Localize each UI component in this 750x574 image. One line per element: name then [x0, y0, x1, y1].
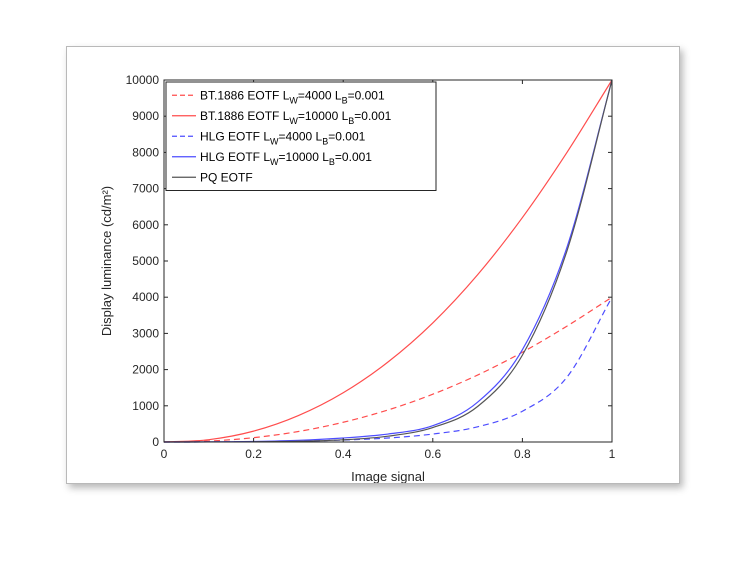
y-axis-title: Display luminance (cd/m²) — [99, 186, 114, 336]
series-line-2 — [163, 79, 613, 443]
legend-box — [165, 81, 437, 191]
y-tick-label: 3000 — [132, 326, 159, 340]
figure-frame: 0 0.2 0.4 0.6 0.8 1 0 1000 2000 3000 4000 5000 6000 7… — [66, 46, 680, 484]
x-tick-label: 1 — [609, 447, 616, 461]
chart: 0 0.2 0.4 0.6 0.8 1 0 1000 2000 3000 4000 5000 6000 7… — [99, 73, 616, 483]
y-tick-label: 5000 — [132, 254, 159, 268]
x-tick-label: 0.4 — [335, 447, 352, 461]
y-tick-label: 9000 — [132, 109, 159, 123]
y-tick-label: 10000 — [126, 73, 160, 87]
x-tick-label: 0 — [161, 447, 168, 461]
legend-label-5: PQ EOTF — [200, 170, 253, 184]
y-tick-label: 8000 — [132, 145, 159, 159]
x-tick-label: 0.8 — [514, 447, 531, 461]
ticks-layer: 0 0.2 0.4 0.6 0.8 1 0 1000 2000 3000 4000 5000 6000 7… — [126, 73, 616, 461]
y-tick-label: 7000 — [132, 182, 159, 196]
legend-label-3: HLG EOTF LW=4000 LB=0.001 — [200, 129, 366, 146]
y-tick-label: 1000 — [132, 399, 159, 413]
y-tick-label: 2000 — [132, 363, 159, 377]
x-tick-label: 0.6 — [424, 447, 441, 461]
x-axis-title: Image signal — [351, 469, 425, 483]
series-line-3 — [163, 296, 613, 443]
legend-label-2: BT.1886 EOTF LW=10000 LB=0.001 — [200, 109, 392, 126]
x-tick-label: 0.2 — [245, 447, 262, 461]
y-tick-label: 6000 — [132, 218, 159, 232]
legend: BT.1886 EOTF LW=4000 LB=0.001 BT.1886 EOT… — [165, 81, 437, 191]
legend-label-4: HLG EOTF LW=10000 LB=0.001 — [200, 150, 372, 167]
y-tick-label: 0 — [152, 435, 159, 449]
y-tick-label: 4000 — [132, 290, 159, 304]
legend-label-1: BT.1886 EOTF LW=4000 LB=0.001 — [200, 88, 385, 105]
